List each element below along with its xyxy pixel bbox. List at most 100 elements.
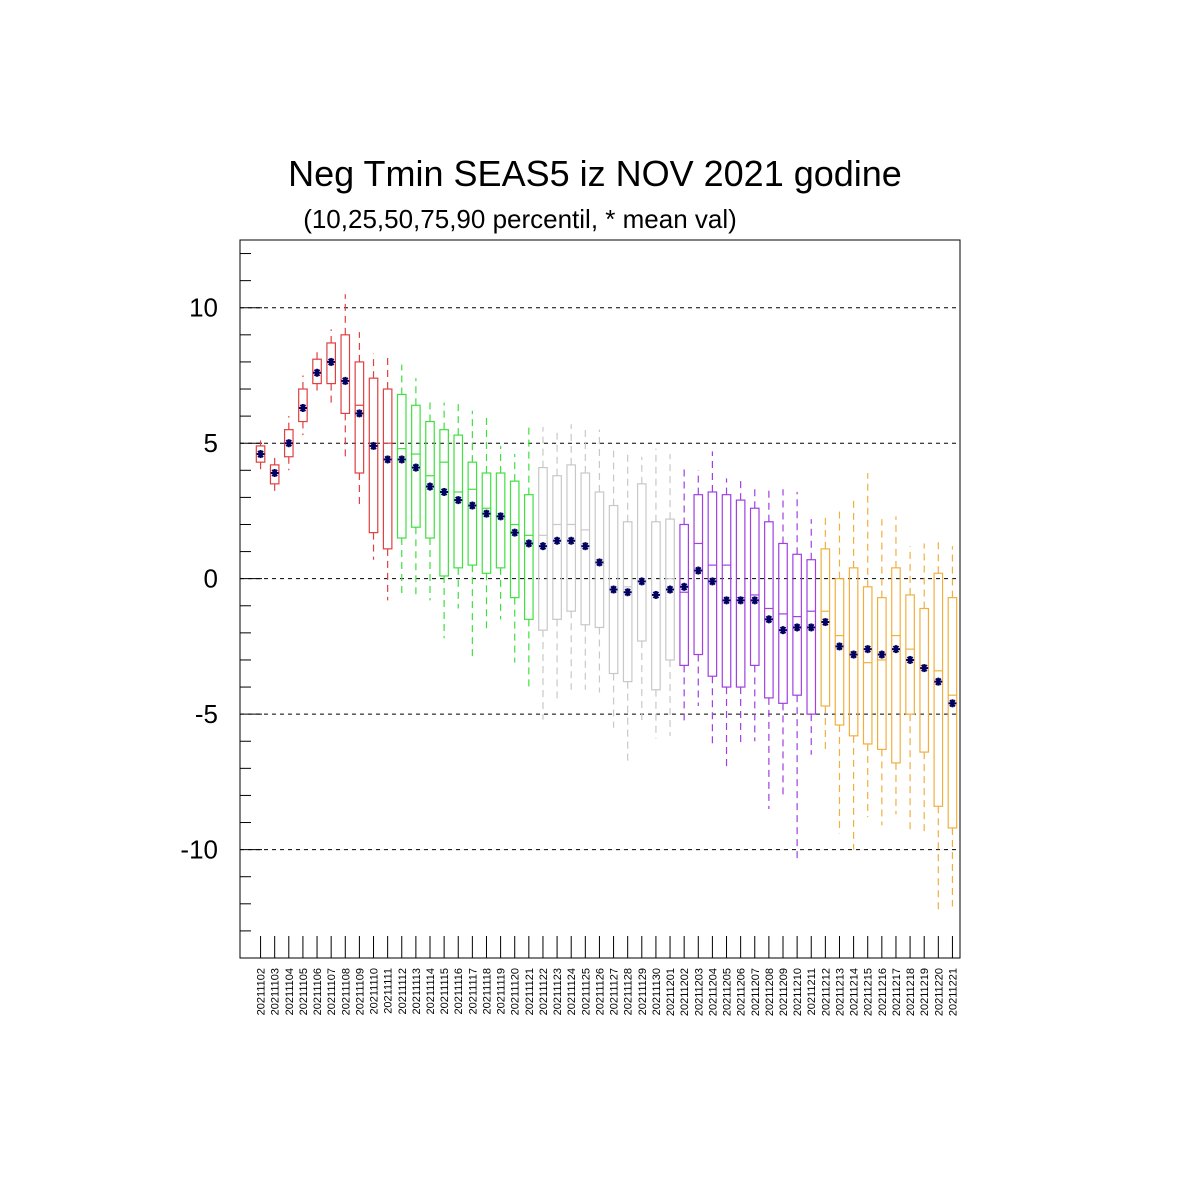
box [312, 358, 322, 385]
x-tick-label: 20211124 [566, 968, 578, 1015]
mean-marker [750, 596, 759, 605]
mean-markers [256, 357, 957, 708]
mean-marker [863, 645, 872, 654]
x-tick-label: 20211216 [877, 968, 889, 1016]
y-axis: 10 5 0 -5 -10 [180, 253, 262, 959]
box [905, 594, 915, 715]
mean-marker [948, 699, 957, 708]
x-tick-label: 20211130 [651, 968, 663, 1015]
plot-frame [239, 239, 961, 959]
x-tick-label: 20211106 [312, 968, 324, 1015]
box [622, 521, 633, 683]
y-tick-label: 10 [189, 293, 218, 323]
x-tick-label: 20211212 [820, 968, 832, 1016]
box [877, 597, 887, 750]
mean-marker [651, 590, 660, 599]
box [326, 342, 336, 385]
box [411, 404, 421, 528]
x-tick-label: 20211220 [933, 968, 945, 1016]
mean-marker [341, 376, 350, 385]
mean-marker [722, 596, 731, 605]
mean-marker [623, 588, 632, 597]
x-tick-label: 20211115 [439, 968, 451, 1015]
x-tick-label: 20211217 [891, 968, 903, 1016]
mean-marker [708, 577, 717, 586]
x-tick-label: 20211112 [397, 968, 409, 1015]
x-tick-label: 20211128 [623, 968, 635, 1015]
x-tick-label: 20211119 [496, 968, 508, 1015]
x-tick-label: 20211117 [467, 968, 479, 1015]
box [368, 377, 379, 534]
box [495, 472, 506, 569]
mean-marker [482, 509, 491, 518]
mean-marker [609, 585, 618, 594]
mean-marker [779, 626, 787, 635]
chart-subtitle: (10,25,50,75,90 percentil, * mean val) [303, 204, 737, 234]
mean-marker [694, 566, 703, 575]
box [425, 420, 435, 539]
mean-marker [383, 455, 392, 464]
x-tick-label: 20211213 [834, 968, 846, 1016]
box [947, 597, 958, 829]
x-tick-label: 20211202 [679, 968, 691, 1016]
box [467, 461, 478, 566]
box [665, 518, 675, 661]
x-tick-label: 20211207 [750, 968, 762, 1016]
x-tick-label: 20211107 [326, 968, 338, 1015]
x-tick-label: 20211122 [538, 968, 550, 1015]
box [453, 434, 464, 569]
mean-marker [553, 536, 562, 545]
box [721, 494, 732, 688]
mean-marker [270, 469, 279, 478]
mean-marker [454, 496, 463, 505]
mean-marker [793, 623, 802, 632]
mean-marker [510, 528, 519, 537]
x-tick-label: 20211204 [707, 968, 719, 1016]
x-tick-label: 20211215 [863, 968, 875, 1016]
mean-marker [397, 455, 406, 464]
x-tick-label: 20211102 [256, 968, 268, 1015]
x-tick-label: 20211127 [609, 968, 621, 1015]
box [340, 334, 351, 415]
x-tick-label: 20211104 [284, 968, 296, 1015]
mean-marker [567, 536, 576, 545]
x-tick-label: 20211118 [481, 968, 493, 1015]
x-tick-label: 20211103 [270, 968, 282, 1015]
x-tick-label: 20211111 [383, 968, 395, 1014]
mean-marker [426, 482, 434, 491]
x-tick-label: 20211113 [411, 968, 423, 1015]
mean-marker [807, 623, 816, 632]
y-tick-label: 0 [204, 564, 218, 594]
x-tick-label: 20211120 [510, 968, 522, 1015]
box [778, 542, 788, 704]
box [382, 388, 393, 550]
mean-marker [595, 558, 604, 567]
box [524, 494, 534, 620]
x-tick-label: 20211218 [905, 968, 917, 1016]
mean-marker [736, 596, 745, 605]
box [693, 494, 704, 656]
box [820, 548, 831, 707]
x-tick-label: 20211114 [425, 968, 437, 1015]
mean-marker [369, 441, 378, 450]
mean-marker [538, 542, 547, 551]
box [679, 523, 689, 666]
y-tick-label: -10 [180, 835, 218, 865]
x-tick-label: 20211110 [369, 968, 381, 1015]
mean-marker [411, 463, 420, 472]
box [481, 472, 492, 574]
mean-marker [637, 577, 646, 586]
box [919, 607, 930, 753]
box [552, 475, 562, 620]
x-tick-label: 20211210 [792, 968, 804, 1016]
mean-marker [835, 642, 844, 651]
mean-marker [849, 650, 858, 659]
x-tick-label: 20211208 [764, 968, 776, 1016]
mean-marker [906, 655, 915, 664]
y-tick-label: -5 [195, 699, 218, 729]
box [396, 393, 407, 539]
mean-marker [524, 539, 533, 548]
x-tick-label: 20211108 [340, 968, 352, 1015]
box [566, 464, 577, 612]
